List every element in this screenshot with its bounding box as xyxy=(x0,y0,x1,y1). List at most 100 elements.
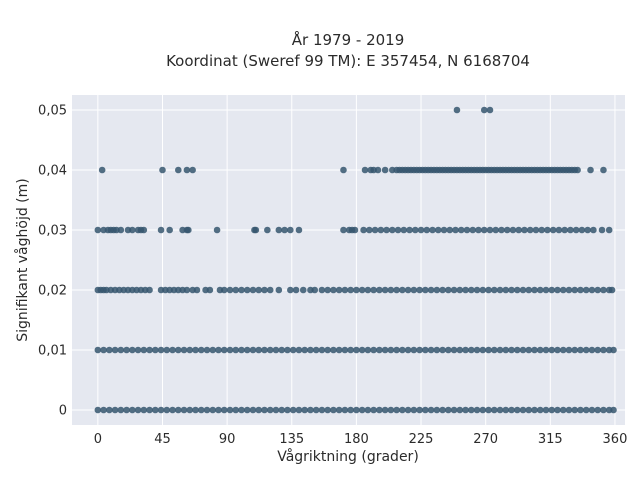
data-point xyxy=(335,346,343,354)
data-point xyxy=(324,406,331,414)
data-point xyxy=(496,346,504,354)
data-point xyxy=(129,346,136,354)
y-tick-label: 0,02 xyxy=(38,284,67,299)
data-point xyxy=(559,286,567,294)
data-point xyxy=(220,346,228,354)
data-point xyxy=(445,286,452,294)
data-point xyxy=(243,286,251,294)
data-point xyxy=(146,406,153,414)
data-point xyxy=(584,226,591,234)
data-point xyxy=(456,346,464,354)
data-point xyxy=(94,406,102,414)
data-point xyxy=(450,286,458,294)
data-point xyxy=(209,346,217,354)
data-point xyxy=(486,106,494,114)
data-point xyxy=(278,346,286,354)
data-point xyxy=(571,346,579,354)
data-point xyxy=(548,346,556,354)
data-point xyxy=(169,346,176,354)
data-point xyxy=(473,406,481,414)
data-point xyxy=(485,406,492,414)
data-point xyxy=(335,406,343,414)
data-point xyxy=(394,226,402,234)
data-point xyxy=(503,226,511,234)
data-point xyxy=(192,406,199,414)
data-point xyxy=(485,286,492,294)
data-point xyxy=(255,286,263,294)
data-point xyxy=(261,346,268,354)
x-axis-ticks: 0 45 90 135 180 225 270 315 360 xyxy=(94,432,628,447)
data-point xyxy=(111,346,119,354)
data-point xyxy=(347,346,354,354)
data-point xyxy=(393,286,400,294)
data-point xyxy=(340,226,347,234)
data-point xyxy=(600,286,607,294)
data-point xyxy=(519,286,527,294)
data-point xyxy=(559,406,567,414)
data-point xyxy=(374,166,382,174)
data-point xyxy=(272,346,280,354)
data-point xyxy=(134,406,142,414)
data-point xyxy=(565,406,573,414)
data-point xyxy=(594,406,602,414)
data-point xyxy=(440,226,448,234)
data-point xyxy=(422,346,429,354)
x-tick-label: 180 xyxy=(344,432,369,447)
data-point xyxy=(370,346,377,354)
data-point xyxy=(152,346,159,354)
data-point xyxy=(174,406,182,414)
data-point xyxy=(318,286,326,294)
data-point xyxy=(311,286,319,294)
data-point xyxy=(404,406,412,414)
data-point xyxy=(582,346,590,354)
data-point xyxy=(266,406,274,414)
data-point xyxy=(284,346,291,354)
data-point xyxy=(353,346,360,354)
data-point xyxy=(186,346,194,354)
data-point xyxy=(548,406,556,414)
data-point xyxy=(226,286,234,294)
data-point xyxy=(479,406,487,414)
data-point xyxy=(381,166,389,174)
data-point xyxy=(536,406,544,414)
data-point xyxy=(278,406,286,414)
data-point xyxy=(473,346,481,354)
data-point xyxy=(255,406,263,414)
data-point xyxy=(531,406,538,414)
data-point xyxy=(456,286,464,294)
data-point xyxy=(410,286,418,294)
data-point xyxy=(226,406,234,414)
data-point xyxy=(463,226,471,234)
data-point xyxy=(275,286,283,294)
data-point xyxy=(400,226,408,234)
data-point xyxy=(389,226,396,234)
data-point xyxy=(376,406,383,414)
data-point xyxy=(427,406,435,414)
data-point xyxy=(571,406,579,414)
y-tick-label: 0,01 xyxy=(38,344,67,359)
data-point xyxy=(213,226,221,234)
data-point xyxy=(456,406,464,414)
data-point xyxy=(351,226,359,234)
data-point xyxy=(226,346,234,354)
data-point xyxy=(371,226,379,234)
data-point xyxy=(468,346,475,354)
data-point xyxy=(307,406,314,414)
data-point xyxy=(445,406,452,414)
data-point xyxy=(292,286,300,294)
data-point xyxy=(439,346,446,354)
data-point xyxy=(232,286,240,294)
data-point xyxy=(347,286,354,294)
data-point xyxy=(578,226,586,234)
data-point xyxy=(123,346,130,354)
data-point xyxy=(577,346,584,354)
data-point xyxy=(341,346,349,354)
data-point xyxy=(129,226,136,234)
data-point xyxy=(146,346,153,354)
data-point xyxy=(301,406,308,414)
data-point xyxy=(513,406,521,414)
data-point xyxy=(548,286,556,294)
data-point xyxy=(358,346,366,354)
data-point xyxy=(366,226,373,234)
data-point xyxy=(485,346,492,354)
